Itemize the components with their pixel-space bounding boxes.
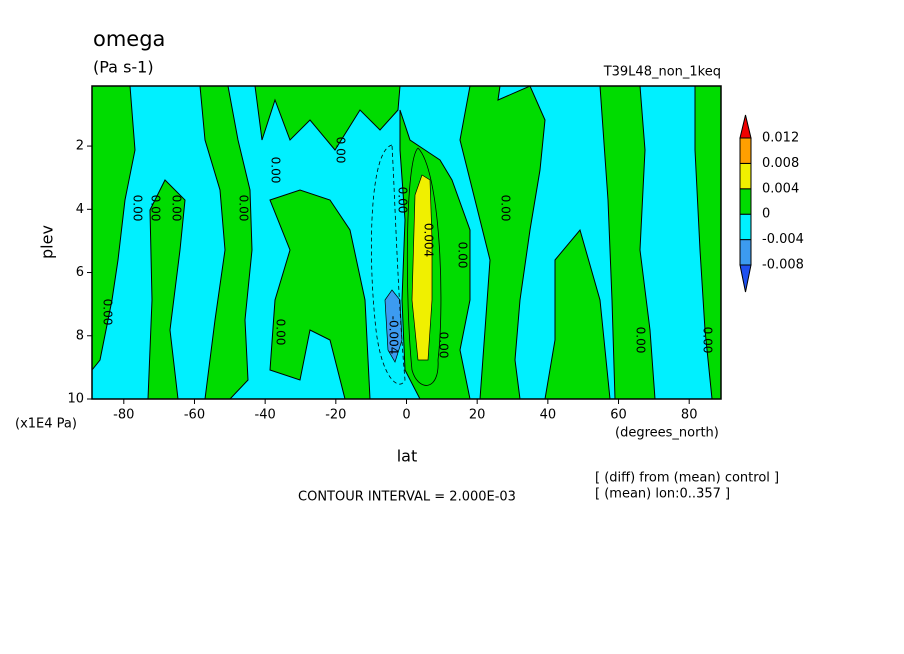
y-tick-label: 10 [67,392,84,407]
field-band [147,179,186,400]
contour-label: 0.00 [701,327,715,354]
x-tick-label: 40 [540,408,557,423]
contour-label: -0.004 [387,316,401,355]
x-tick-label: -20 [325,408,346,423]
contour-label: 0.00 [274,319,288,346]
colorbar-label: 0.008 [762,156,799,171]
contour-label: 0.00 [437,332,451,359]
contour-label: 0.00 [101,299,115,326]
x-axis-units: (degrees_north) [615,426,719,441]
contour-label: 0.00 [237,195,251,222]
y-tick-label: 6 [76,265,84,280]
field-band [269,189,371,400]
contour-label: 0.00 [456,242,470,269]
colorbar-label: 0.012 [762,131,799,146]
field-band [91,85,136,372]
colorbar-label: -0.008 [762,258,804,273]
contour-label: 0.00 [396,187,410,214]
y-tick-label: 4 [76,202,84,217]
field-band [459,85,546,400]
colorbar-box [739,239,752,266]
contour-label: 0.00 [149,195,163,222]
colorbar-extend [739,114,752,139]
x-tick-label: -40 [255,408,276,423]
y-tick-label: 2 [76,139,84,154]
x-tick-label: 20 [469,408,486,423]
colorbar-box [739,213,752,241]
contour-label: 0.00 [634,327,648,354]
note: [ (diff) from (mean) control ] [595,471,779,486]
x-tick-label: -60 [184,408,205,423]
colorbar-label: 0.004 [762,181,799,196]
field-band [199,85,253,400]
note: [ (mean) lon:0..357 ] [595,487,730,502]
contour-line [406,147,442,386]
y-axis-label: plev [38,225,57,259]
contour-label: 0.00 [131,195,145,222]
x-tick-label: 0 [402,408,410,423]
contour-interval: CONTOUR INTERVAL = 2.000E-03 [298,490,516,505]
colorbar-box [739,162,752,190]
contour-label: 0.00 [269,157,283,184]
colorbar-box [739,137,752,164]
colorbar-label: -0.004 [762,232,804,247]
x-tick-label: 60 [610,408,627,423]
contour-label: 0.00 [499,195,513,222]
field-band [384,289,403,363]
colorbar-box [739,188,752,215]
colorbar-label: 0 [762,207,770,222]
contour-label: 0.004 [422,223,436,257]
field-band [254,85,401,151]
contour-label: 0.00 [170,195,184,222]
x-tick-label: 80 [681,408,698,423]
y-tick-label: 8 [76,328,84,343]
field-band [599,85,656,400]
chart-title: omega [93,27,165,51]
x-axis-label: lat [397,447,418,466]
chart-subtitle: (Pa s-1) [93,58,154,77]
contour-line [371,144,406,385]
x-tick-label: -80 [113,408,134,423]
contour-label: 0.00 [334,137,348,164]
y-axis-units: (x1E4 Pa) [15,417,77,432]
run-label: T39L48_non_1keq [603,65,721,80]
field-band [411,174,433,361]
